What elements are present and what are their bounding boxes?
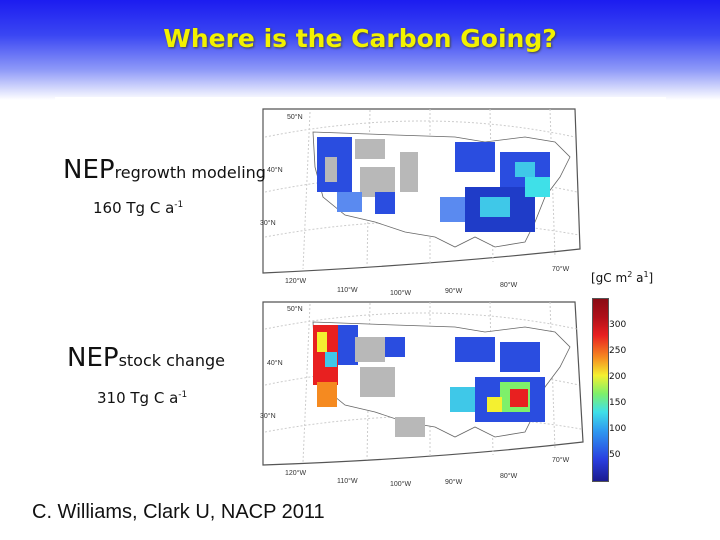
panel-bottom-subscript: stock change: [118, 351, 225, 370]
map-bottom: [262, 301, 584, 466]
top-lon-label-5: 80°W: [500, 281, 518, 289]
figure-panel: 50°N 40°N 30°N 120°W 110°W 100°W 90°W 80…: [55, 97, 666, 490]
bottom-lon-label-3: 100°W: [390, 480, 411, 488]
top-lat-label-1: 50°N: [287, 113, 303, 121]
colorbar-tick-150: 150: [609, 398, 627, 408]
bottom-lat-label-1: 50°N: [287, 305, 303, 313]
citation-text: C. Williams, Clark U, NACP 2011: [32, 501, 325, 523]
bottom-lon-label-1: 120°W: [285, 469, 306, 477]
panel-top-label: NEPregrowth modeling: [63, 155, 266, 185]
slide-header: [0, 0, 720, 100]
top-lon-label-2: 110°W: [337, 286, 358, 294]
maps-svg: 50°N 40°N 30°N 120°W 110°W 100°W 90°W 80…: [260, 108, 584, 488]
map-bottom-cells: [313, 325, 545, 437]
panel-bottom-total-exp: -1: [178, 390, 188, 400]
units-base: [gC m: [591, 271, 628, 285]
units-mid: a: [632, 271, 644, 285]
bottom-lon-label-2: 110°W: [337, 477, 358, 485]
top-lon-label-4: 90°W: [445, 287, 463, 295]
colorbar-tick-250: 250: [609, 346, 627, 356]
bottom-lat-label-2: 40°N: [267, 359, 283, 367]
units-end: ]: [648, 271, 654, 285]
panel-bottom-label: NEPstock change: [67, 343, 225, 373]
slide-title: Where is the Carbon Going?: [163, 24, 557, 53]
panel-top-subscript: regrowth modeling: [114, 163, 266, 182]
colorbar-tick-50: 50: [609, 450, 621, 460]
colorbar: [592, 298, 609, 482]
panel-bottom-name: NEP: [67, 343, 119, 373]
bottom-lon-label-6: 70°W: [552, 456, 570, 464]
colorbar-tick-200: 200: [609, 372, 627, 382]
top-lat-label-2: 40°N: [267, 166, 283, 174]
panel-top-total: 160 Tg C a-1: [93, 199, 183, 217]
units-exp1: 2: [627, 270, 633, 279]
map-top: [262, 108, 581, 274]
colorbar-tick-100: 100: [609, 424, 627, 434]
top-lon-label-1: 120°W: [285, 277, 306, 285]
bottom-lon-label-5: 80°W: [500, 472, 518, 480]
bottom-lon-label-4: 90°W: [445, 478, 463, 486]
panel-bottom-total-value: 310 Tg C a: [97, 389, 179, 407]
panel-top-total-exp: -1: [174, 200, 184, 210]
top-lon-label-6: 70°W: [552, 265, 570, 273]
units-exp2: 1: [643, 270, 649, 279]
colorbar-tick-300: 300: [609, 320, 627, 330]
colorbar-units: [gC m2 a1]: [591, 270, 653, 285]
map-top-cells: [317, 137, 550, 232]
panel-bottom-total: 310 Tg C a-1: [97, 389, 187, 407]
panel-top-name: NEP: [63, 155, 115, 185]
top-lat-label-3: 30°N: [260, 219, 276, 227]
panel-top-total-value: 160 Tg C a: [93, 199, 175, 217]
bottom-lat-label-3: 30°N: [260, 412, 276, 420]
top-lon-label-3: 100°W: [390, 289, 411, 297]
